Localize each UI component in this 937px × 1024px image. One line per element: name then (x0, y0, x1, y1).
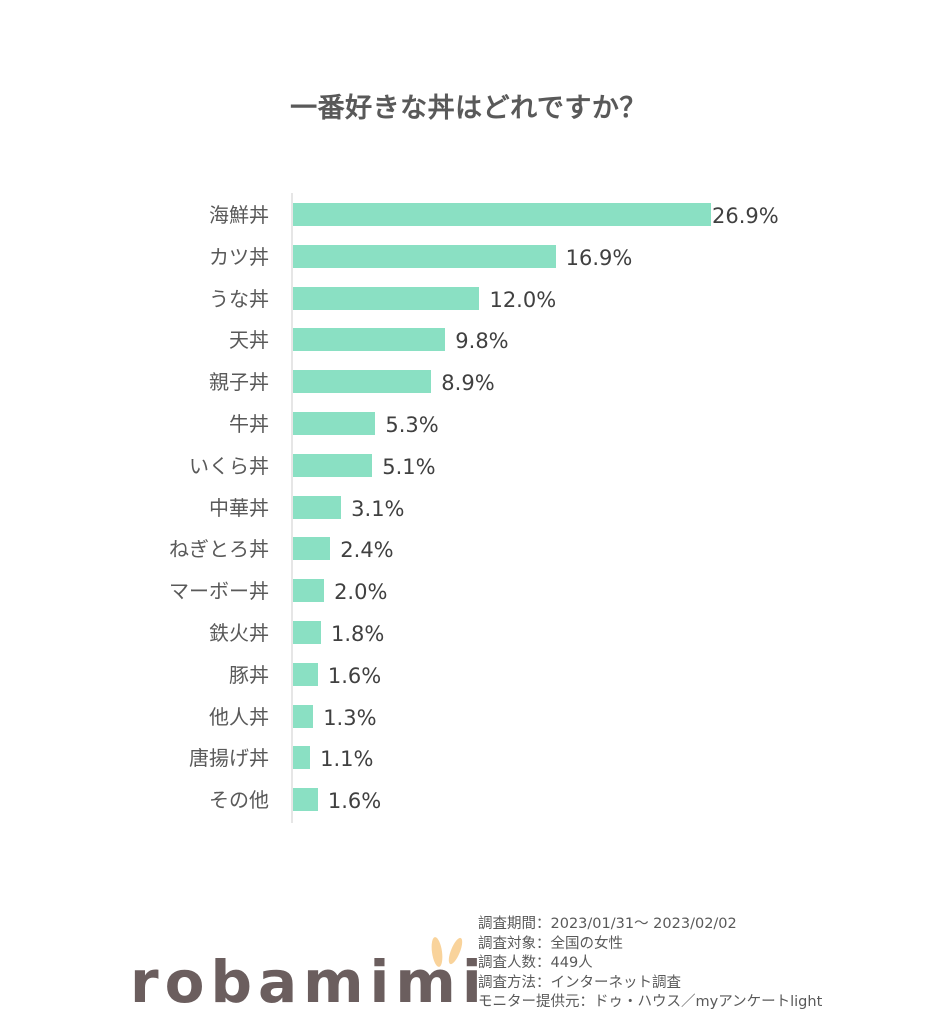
bar (293, 746, 311, 770)
bar (293, 370, 432, 394)
bar-row: 豚丼 1.6% (0, 662, 937, 688)
bar-row: 鉄火丼 1.8% (0, 621, 937, 646)
category-label: 天丼 (229, 328, 269, 353)
bar (293, 412, 376, 435)
category-label: 他人丼 (209, 704, 269, 729)
category-label: カツ丼 (209, 244, 269, 269)
value-label: 5.3% (385, 413, 439, 437)
bar-row: その他 1.6% (0, 788, 937, 814)
value-label: 2.4% (340, 538, 394, 563)
bar-row: 天丼 9.8% (0, 328, 937, 354)
value-label: 1.6% (327, 789, 382, 814)
value-label: 3.1% (351, 496, 405, 521)
bar (293, 244, 556, 268)
category-axis-line (291, 193, 293, 823)
bar (293, 537, 331, 561)
value-label: 26.9% (712, 204, 779, 228)
bar (293, 453, 373, 477)
category-label: うな丼 (209, 286, 269, 311)
chart-title: 一番好きな丼はどれですか？ (290, 93, 647, 124)
bar (293, 579, 325, 603)
robamimi-logo: robamimi (130, 948, 488, 1016)
value-label: 9.8% (455, 329, 509, 354)
category-label: その他 (209, 788, 269, 813)
bar (293, 286, 480, 310)
note-provider: モニター提供元：ドゥ・ハウス／myアンケートlight (478, 994, 823, 1010)
category-label: 豚丼 (229, 662, 269, 687)
bar-row: 海鮮丼 26.9% (0, 203, 937, 228)
category-label: 親子丼 (209, 370, 269, 395)
note-target: 調査対象：全国の女性 (478, 935, 623, 952)
bar-row: 親子丼 8.9% (0, 370, 937, 396)
category-label: マーボー丼 (169, 579, 269, 604)
value-label: 1.6% (327, 663, 382, 688)
category-label: 中華丼 (209, 495, 269, 520)
bar-row: カツ丼 16.9% (0, 244, 937, 270)
value-label: 12.0% (489, 287, 557, 312)
note-respondents: 調査人数：449人 (478, 955, 593, 971)
bar (293, 203, 711, 226)
survey-notes: 調査期間：2023/01/31～ 2023/02/02 調査対象：全国の女性 調… (478, 915, 822, 1013)
bar-row: 他人丼 1.3% (0, 704, 937, 730)
bar-row: マーボー丼 2.0% (0, 579, 937, 605)
value-label: 1.3% (323, 705, 377, 730)
value-label: 1.8% (330, 622, 385, 646)
bar (293, 662, 318, 686)
category-label: ねぎとろ丼 (169, 537, 269, 562)
value-label: 5.1% (382, 454, 436, 479)
bar-row: うな丼 12.0% (0, 286, 937, 312)
bar (293, 621, 321, 644)
bar-row: 中華丼 3.1% (0, 495, 937, 521)
bar-row: 唐揚げ丼 1.1% (0, 746, 937, 772)
category-label: いくら丼 (189, 453, 269, 478)
bar-row: 牛丼 5.3% (0, 412, 937, 437)
value-label: 2.0% (334, 580, 388, 605)
category-label: 鉄火丼 (209, 621, 269, 645)
bar (293, 328, 446, 352)
bar-row: いくら丼 5.1% (0, 453, 937, 479)
note-period: 調査期間：2023/01/31～ 2023/02/02 (478, 916, 737, 932)
value-label: 16.9% (565, 245, 633, 270)
value-label: 1.1% (320, 747, 374, 772)
bar (293, 495, 342, 519)
bar (293, 788, 318, 812)
category-label: 牛丼 (229, 412, 269, 436)
category-label: 海鮮丼 (209, 203, 269, 227)
value-label: 8.9% (441, 371, 495, 396)
note-method: 調査方法：インターネット調査 (478, 974, 681, 991)
bar (293, 704, 314, 728)
bar-row: ねぎとろ丼 2.4% (0, 537, 937, 563)
category-label: 唐揚げ丼 (189, 746, 269, 771)
